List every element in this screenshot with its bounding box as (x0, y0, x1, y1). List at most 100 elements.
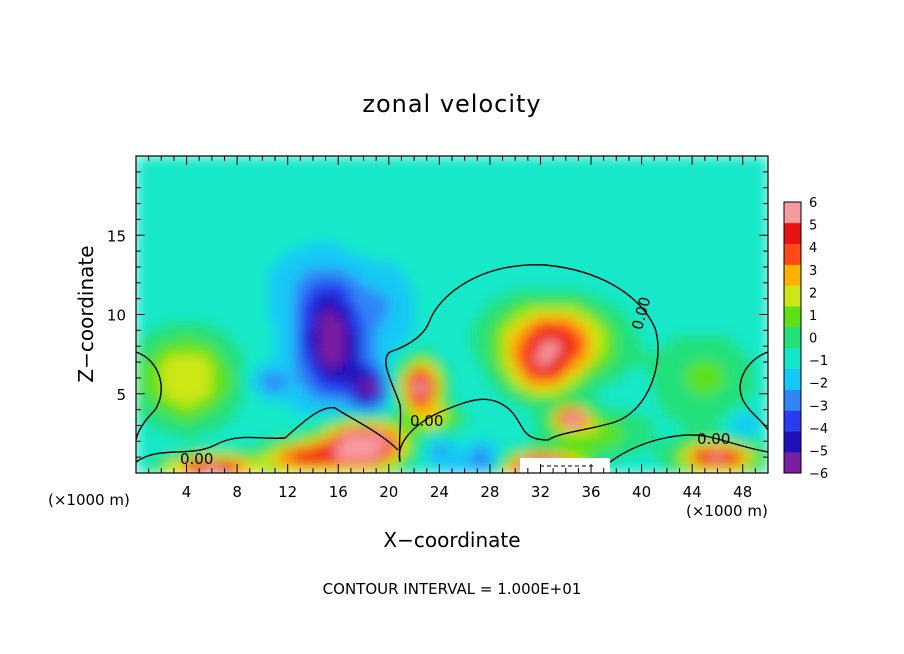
contour-bottom-right (609, 434, 768, 463)
heatmap-cell (616, 321, 624, 329)
heatmap-cell (616, 248, 624, 256)
heatmap-cell (597, 294, 605, 302)
heatmap-cell (369, 307, 377, 316)
heatmap-cell (439, 156, 447, 164)
heatmap-cell (698, 294, 706, 302)
heatmap-cell (344, 175, 352, 184)
heatmap-cell (736, 406, 744, 415)
heatmap-cell (698, 400, 706, 408)
heatmap-cell (325, 459, 333, 467)
heatmap-cell (401, 195, 409, 203)
heatmap-cell (483, 195, 491, 203)
x-tick-label: 44 (683, 483, 702, 501)
heatmap-cell (306, 228, 314, 236)
heatmap-cell (622, 162, 630, 170)
heatmap-cell (698, 373, 706, 382)
heatmap-cell (553, 426, 561, 434)
heatmap-cell (458, 380, 466, 388)
heatmap-cell (420, 380, 428, 388)
heatmap-cell (300, 301, 308, 309)
x-axis-label: X−coordinate (383, 528, 520, 552)
heatmap-cell (439, 235, 447, 243)
heatmap-cell (616, 420, 624, 428)
heatmap-cell (325, 248, 333, 256)
heatmap-cell (597, 268, 605, 276)
heatmap-cell (711, 208, 719, 217)
heatmap-cell (148, 347, 156, 355)
heatmap-cell (565, 228, 573, 236)
heatmap-cell (527, 202, 535, 210)
heatmap-cell (414, 400, 421, 408)
heatmap-cell (205, 420, 213, 428)
heatmap-cell (647, 459, 655, 467)
heatmap-cell (224, 301, 232, 309)
heatmap-cell (496, 274, 504, 283)
heatmap-cell (616, 222, 624, 230)
heatmap-cell (717, 281, 725, 289)
heatmap-cell (281, 202, 289, 210)
heatmap-cell (414, 360, 421, 368)
heatmap-cell (224, 413, 232, 421)
heatmap-cell (142, 281, 150, 289)
heatmap-cell (136, 281, 143, 289)
heatmap-cell (300, 195, 308, 203)
heatmap-cell (540, 387, 548, 395)
heatmap-cell (628, 413, 636, 421)
heatmap-cell (357, 215, 365, 223)
heatmap-cell (148, 301, 156, 309)
heatmap-cell (565, 360, 573, 368)
heatmap-cell (401, 228, 409, 236)
heatmap-cell (717, 400, 725, 408)
heatmap-cell (142, 420, 150, 428)
heatmap-cell (711, 241, 719, 250)
heatmap-cell (249, 274, 257, 283)
heatmap-cell (641, 387, 649, 395)
heatmap-cell (186, 248, 194, 256)
heatmap-cell (237, 156, 245, 164)
heatmap-cell (256, 466, 263, 473)
heatmap-cell (742, 307, 750, 316)
heatmap-cell (496, 189, 504, 197)
heatmap-cell (199, 294, 207, 302)
heatmap-cell (312, 426, 320, 434)
heatmap-cell (660, 373, 668, 382)
heatmap-cell (521, 380, 529, 388)
heatmap-cell (502, 215, 510, 223)
heatmap-cell (161, 301, 169, 309)
heatmap-cell (249, 400, 257, 408)
heatmap-cell (698, 215, 706, 223)
heatmap-cell (376, 453, 384, 461)
heatmap-cell (224, 433, 232, 441)
heatmap-cell (717, 373, 725, 382)
heatmap-cell (167, 195, 175, 203)
heatmap-cell (635, 222, 643, 230)
heatmap-cell (401, 340, 409, 349)
heatmap-cell (496, 195, 504, 203)
contour-left (136, 351, 162, 441)
heatmap-cell (654, 255, 662, 263)
heatmap-cell (584, 294, 592, 302)
heatmap-cell (698, 334, 706, 342)
heatmap-cell (666, 413, 674, 421)
heatmap-cell (300, 354, 308, 362)
heatmap-cell (470, 156, 478, 164)
heatmap-cell (237, 433, 245, 441)
heatmap-cell (711, 466, 719, 473)
heatmap-cell (565, 307, 573, 316)
heatmap-cell (610, 261, 617, 269)
heatmap-cell (755, 162, 763, 170)
heatmap-cell (237, 189, 245, 197)
heatmap-cell (211, 182, 219, 190)
heatmap-cell (749, 466, 756, 473)
heatmap-cell (199, 182, 207, 190)
heatmap-cell (553, 248, 561, 256)
heatmap-cell (205, 354, 213, 362)
heatmap-cell (578, 314, 586, 322)
heatmap-cell (319, 327, 327, 335)
heatmap-cell (357, 439, 365, 448)
heatmap-cell (470, 393, 478, 401)
heatmap-cell (508, 175, 516, 184)
heatmap-cell (559, 228, 567, 236)
heatmap-cell (452, 433, 459, 441)
heatmap-cell (224, 156, 232, 164)
